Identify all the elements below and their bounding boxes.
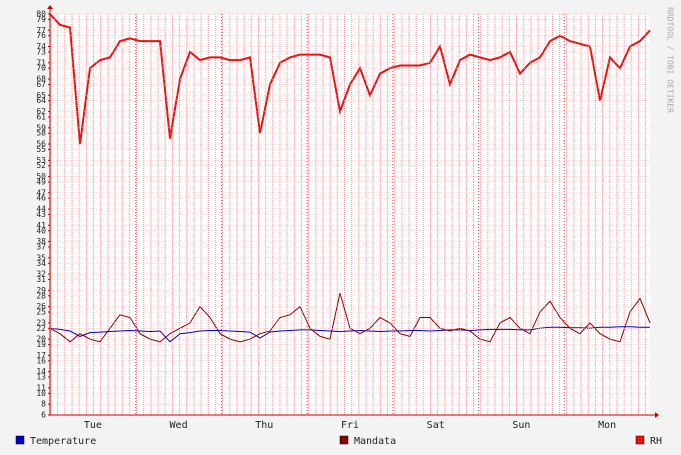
y-tick-label: 70 (36, 64, 46, 73)
legend-label: Temperature (30, 436, 96, 447)
y-tick-label: 56 (36, 140, 46, 149)
x-tick-label: Sun (512, 420, 530, 431)
y-tick-label: 74 (36, 42, 46, 51)
y-tick-label: 43 (36, 210, 46, 219)
y-tick-label: 38 (36, 237, 46, 246)
y-tick-label: 46 (36, 194, 46, 203)
y-tick-label: 32 (36, 270, 46, 279)
y-tick-label: 13 (36, 373, 46, 382)
y-tick-label: 55 (36, 145, 46, 154)
legend-swatch (15, 435, 25, 445)
y-tick-label: 11 (36, 383, 46, 392)
y-tick-label: 16 (36, 356, 46, 365)
y-tick-label: 58 (36, 129, 46, 138)
watermark: RRDTOOL / TOBI OETIKER (666, 7, 675, 113)
y-tick-label: 8 (41, 400, 46, 409)
y-tick-label: 41 (36, 221, 46, 230)
y-tick-label: 50 (36, 172, 46, 181)
y-tick-label: 79 (36, 15, 46, 24)
y-tick-label: 44 (36, 205, 46, 214)
y-tick-label: 71 (36, 58, 46, 67)
y-tick-label: 28 (36, 291, 46, 300)
y-tick-label: 19 (36, 340, 46, 349)
x-tick-label: Sat (427, 420, 445, 431)
legend-label: Mandata (354, 436, 396, 447)
y-tick-label: 22 (36, 324, 46, 333)
x-tick-label: Mon (598, 420, 616, 431)
y-tick-label: 62 (36, 107, 46, 116)
x-tick-label: Thu (255, 420, 273, 431)
y-tick-label: 26 (36, 302, 46, 311)
y-tick-label: 73 (36, 47, 46, 56)
y-tick-label: 49 (36, 177, 46, 186)
y-tick-label: 61 (36, 112, 46, 121)
y-tick-label: 29 (36, 286, 46, 295)
x-tick-label: Wed (170, 420, 188, 431)
y-tick-label: 34 (36, 259, 46, 268)
y-tick-label: 76 (36, 31, 46, 40)
y-tick-label: 10 (36, 389, 46, 398)
y-tick-label: 67 (36, 80, 46, 89)
y-tick-label: 20 (36, 335, 46, 344)
y-axis-arrow (47, 5, 53, 9)
y-tick-label: 40 (36, 226, 46, 235)
y-tick-label: 17 (36, 351, 46, 360)
y-tick-label: 52 (36, 161, 46, 170)
y-tick-label: 59 (36, 123, 46, 132)
y-tick-label: 65 (36, 91, 46, 100)
y-tick-label: 23 (36, 318, 46, 327)
legend-swatch (635, 435, 645, 445)
y-tick-label: 31 (36, 275, 46, 284)
y-tick-label: 53 (36, 156, 46, 165)
y-tick-label: 37 (36, 243, 46, 252)
y-tick-label: 77 (36, 26, 46, 35)
y-tick-label: 68 (36, 75, 46, 84)
y-tick-label: 6 (41, 411, 46, 420)
y-tick-label: 35 (36, 253, 46, 262)
x-tick-label: Tue (84, 420, 102, 431)
y-tick-label: 14 (36, 367, 46, 376)
y-tick-label: 64 (36, 96, 46, 105)
y-tick-label: 80 (36, 10, 46, 19)
legend-label: RH (650, 436, 662, 447)
x-tick-label: Fri (341, 420, 359, 431)
y-tick-label: 25 (36, 308, 46, 317)
series-line (49, 326, 650, 343)
y-tick-label: 47 (36, 188, 46, 197)
legend-swatch (339, 435, 349, 445)
x-axis-arrow (655, 412, 659, 418)
